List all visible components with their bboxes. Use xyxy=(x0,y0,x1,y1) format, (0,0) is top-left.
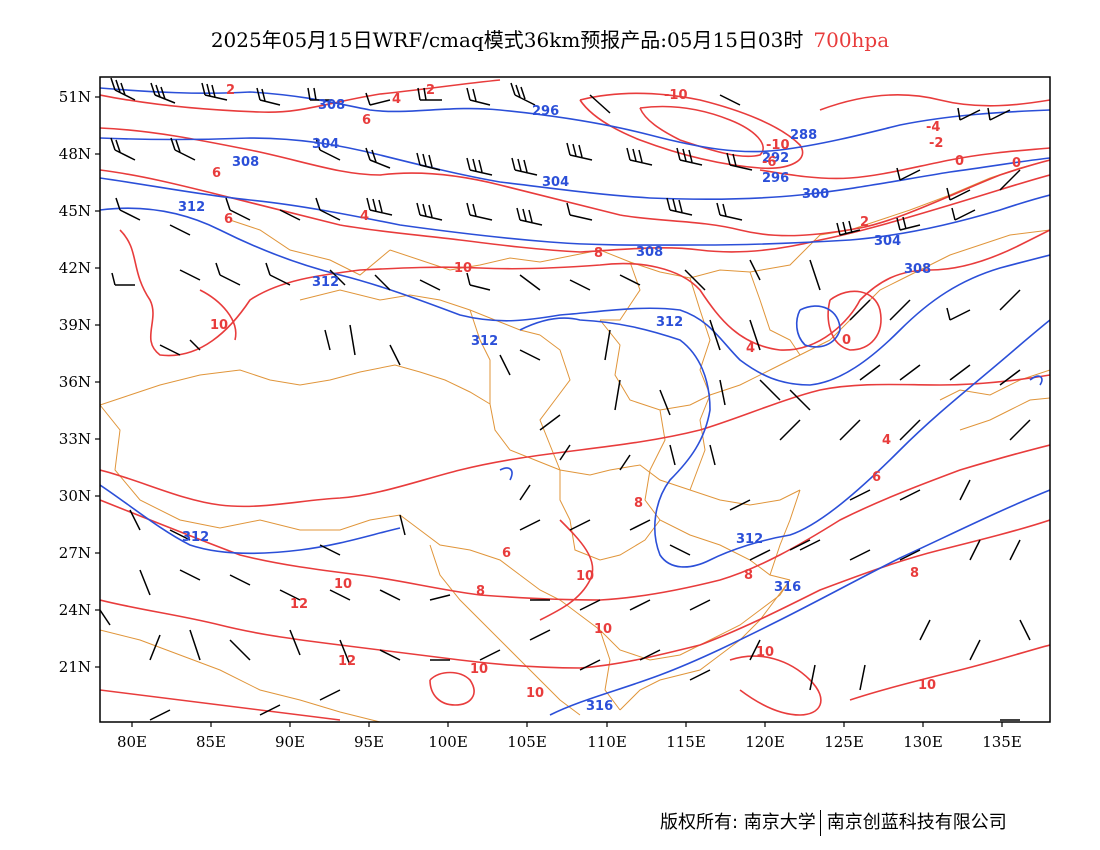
temp-label: 10 xyxy=(334,577,352,592)
height-label: 312 xyxy=(736,532,763,547)
temp-label: 8 xyxy=(634,496,643,511)
temp-label: 0 xyxy=(1012,156,1021,171)
wind-barbs xyxy=(100,77,1031,721)
temp-label: 6 xyxy=(224,212,233,227)
height-label: 308 xyxy=(232,155,259,170)
lat-label: 33N xyxy=(59,430,91,448)
height-label: 292 xyxy=(762,151,789,166)
temp-label: 4 xyxy=(392,92,401,107)
temp-label: 12 xyxy=(290,597,308,612)
height-label: 296 xyxy=(532,104,559,119)
temp-label: 8 xyxy=(744,568,753,583)
temp-label: 10 xyxy=(918,678,936,693)
temp-label: 10 xyxy=(576,569,594,584)
temp-label: 4 xyxy=(882,433,891,448)
height-label: 288 xyxy=(790,128,817,143)
height-label: 312 xyxy=(656,315,683,330)
lon-label: 120E xyxy=(745,733,785,751)
lat-labels: 51N 48N 45N 42N 39N 36N 33N 30N 27N 24N … xyxy=(59,88,91,676)
temp-label: 4 xyxy=(746,341,755,356)
lat-label: 36N xyxy=(59,373,91,391)
temp-label: -4 xyxy=(926,120,940,135)
lat-label: 39N xyxy=(59,316,91,334)
temp-label: -6 xyxy=(762,155,776,170)
height-label: 308 xyxy=(318,98,345,113)
height-label: 308 xyxy=(636,245,663,260)
height-label: 296 xyxy=(762,171,789,186)
map-title: 2025年05月15日WRF/cmaq模式36km预报产品:05月15日03时 7… xyxy=(0,24,1100,53)
lon-label: 130E xyxy=(903,733,943,751)
map-frame xyxy=(99,76,1051,723)
height-label: 312 xyxy=(178,200,205,215)
height-label: 304 xyxy=(874,234,901,249)
temp-label: 10 xyxy=(210,318,228,333)
temp-label: 10 xyxy=(594,622,612,637)
lon-label: 110E xyxy=(587,733,627,751)
lon-labels: 80E 85E 90E 95E 100E 105E 110E 115E 120E… xyxy=(117,733,1022,751)
height-label: 300 xyxy=(802,187,829,202)
lon-label: 80E xyxy=(117,733,147,751)
lon-label: 125E xyxy=(824,733,864,751)
height-label: 312 xyxy=(471,334,498,349)
temp-label: 6 xyxy=(502,546,511,561)
lat-label: 30N xyxy=(59,487,91,505)
temp-label: 10 xyxy=(756,645,774,660)
temp-label: 10 xyxy=(470,662,488,677)
height-labels: 308 296 304 288 292 296 300 308 304 312 … xyxy=(178,98,931,714)
lat-label: 51N xyxy=(59,88,91,106)
temp-label: 8 xyxy=(476,584,485,599)
pressure-level: 700hpa xyxy=(813,28,890,52)
temp-label: 8 xyxy=(910,566,919,581)
lat-label: 27N xyxy=(59,544,91,562)
company-name: 南京创蓝科技有限公司 xyxy=(826,812,1007,833)
temperature-contours xyxy=(100,79,1050,721)
lon-label: 105E xyxy=(507,733,547,751)
height-label: 304 xyxy=(542,175,569,190)
temp-label: 0 xyxy=(955,154,964,169)
temp-label: 10 xyxy=(454,261,472,276)
temp-label: -2 xyxy=(929,136,943,151)
lon-label: 90E xyxy=(275,733,305,751)
lon-label: 95E xyxy=(354,733,384,751)
lat-label: 48N xyxy=(59,145,91,163)
lat-label: 21N xyxy=(59,658,91,676)
lat-label: 45N xyxy=(59,202,91,220)
temp-label: -10 xyxy=(664,88,688,103)
temp-label: 4 xyxy=(360,209,369,224)
footer-divider xyxy=(819,810,821,836)
temperature-labels: 2 4 2 -10 -4 -2 6 -10 -6 6 0 0 2 4 6 8 1… xyxy=(210,83,1021,701)
temp-label: 12 xyxy=(338,654,356,669)
temp-label: 6 xyxy=(872,470,881,485)
temp-label: 2 xyxy=(860,215,869,230)
temp-label: 10 xyxy=(526,686,544,701)
temp-label: 8 xyxy=(594,246,603,261)
temp-label: 6 xyxy=(212,166,221,181)
temp-label: 2 xyxy=(226,83,235,98)
lon-label: 100E xyxy=(428,733,468,751)
height-label: 308 xyxy=(904,262,931,277)
temp-label: 0 xyxy=(842,333,851,348)
temp-label: 6 xyxy=(362,113,371,128)
title-text: 2025年05月15日WRF/cmaq模式36km预报产品:05月15日03时 xyxy=(210,28,804,52)
height-label: 316 xyxy=(774,580,801,595)
height-label: 304 xyxy=(312,137,339,152)
temp-label: -10 xyxy=(766,138,790,153)
lat-label: 42N xyxy=(59,259,91,277)
height-label: 312 xyxy=(312,275,339,290)
lat-label: 24N xyxy=(59,601,91,619)
axis-ticks xyxy=(95,96,1003,727)
lon-label: 135E xyxy=(982,733,1022,751)
lon-label: 115E xyxy=(666,733,706,751)
height-label: 312 xyxy=(182,530,209,545)
height-label: 316 xyxy=(586,699,613,714)
lon-label: 85E xyxy=(196,733,226,751)
copyright-footer: 版权所有: 南京大学 南京创蓝科技有限公司 xyxy=(660,808,1007,836)
height-contours xyxy=(100,87,1050,716)
temp-label: 2 xyxy=(426,83,435,98)
copyright-text: 版权所有: 南京大学 xyxy=(660,812,816,833)
